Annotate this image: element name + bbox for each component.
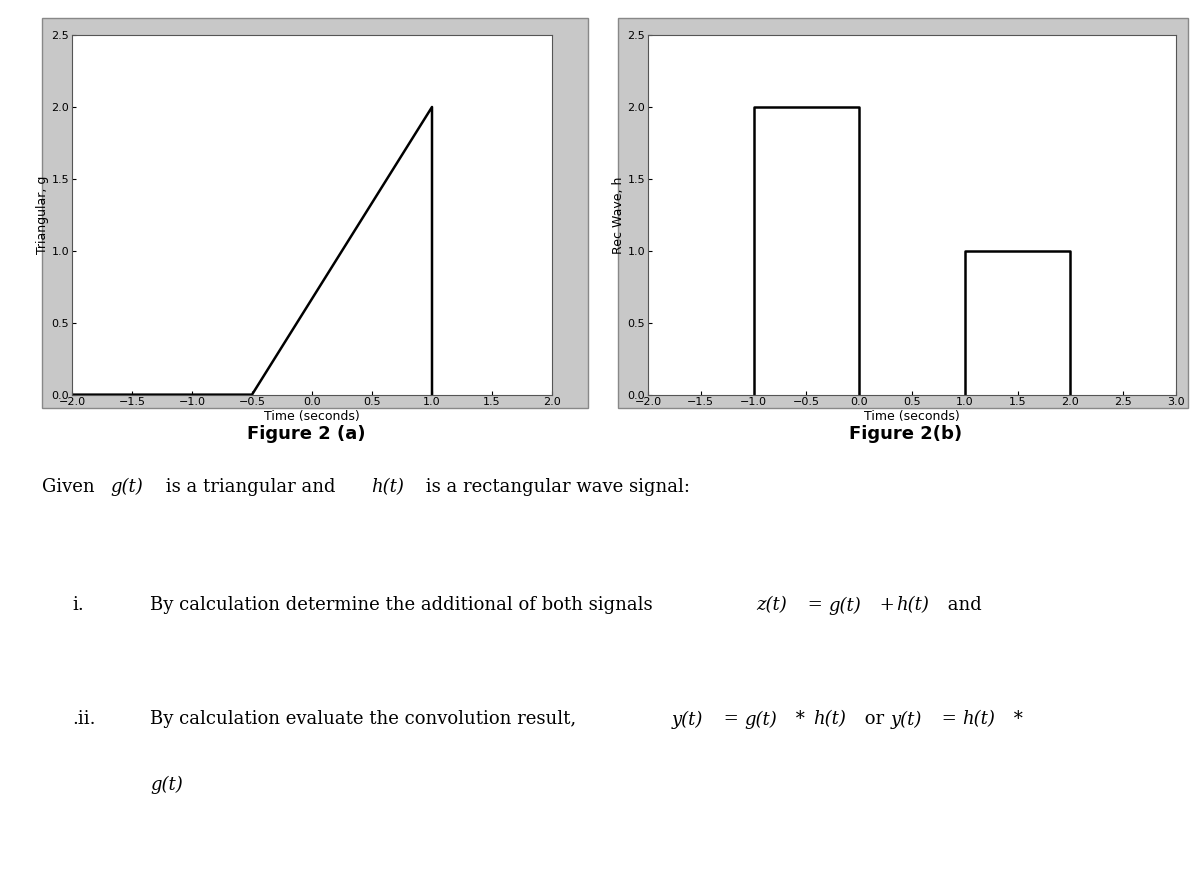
Text: is a triangular and: is a triangular and [160,478,341,496]
Text: *: * [790,710,810,729]
Text: z(t): z(t) [756,596,787,615]
Text: Given: Given [42,478,101,496]
Text: By calculation evaluate the convolution result,: By calculation evaluate the convolution … [150,710,582,729]
Text: and: and [942,596,982,615]
Text: +: + [874,596,900,615]
Text: y(t): y(t) [672,710,703,729]
Text: .ii.: .ii. [72,710,96,729]
Text: =: = [802,596,828,615]
Text: Figure 2 (a): Figure 2 (a) [247,425,365,444]
Text: *: * [1008,710,1022,729]
Text: h(t): h(t) [896,596,929,615]
Text: or: or [859,710,890,729]
Text: g(t): g(t) [110,478,143,496]
Text: g(t): g(t) [150,776,182,795]
Text: Figure 2(b): Figure 2(b) [850,425,962,444]
Text: h(t): h(t) [962,710,995,729]
Text: =: = [718,710,744,729]
Text: =: = [936,710,962,729]
Text: is a rectangular wave signal:: is a rectangular wave signal: [420,478,690,496]
X-axis label: Time (seconds): Time (seconds) [264,410,360,424]
Text: By calculation determine the additional of both signals: By calculation determine the additional … [150,596,659,615]
Text: g(t): g(t) [744,710,776,729]
Y-axis label: Triangular, g: Triangular, g [36,175,49,254]
Y-axis label: Rec Wave, h: Rec Wave, h [612,176,625,253]
X-axis label: Time (seconds): Time (seconds) [864,410,960,424]
Text: h(t): h(t) [371,478,403,496]
Text: h(t): h(t) [814,710,846,729]
Text: i.: i. [72,596,84,615]
Text: y(t): y(t) [890,710,922,729]
Text: g(t): g(t) [828,596,860,615]
